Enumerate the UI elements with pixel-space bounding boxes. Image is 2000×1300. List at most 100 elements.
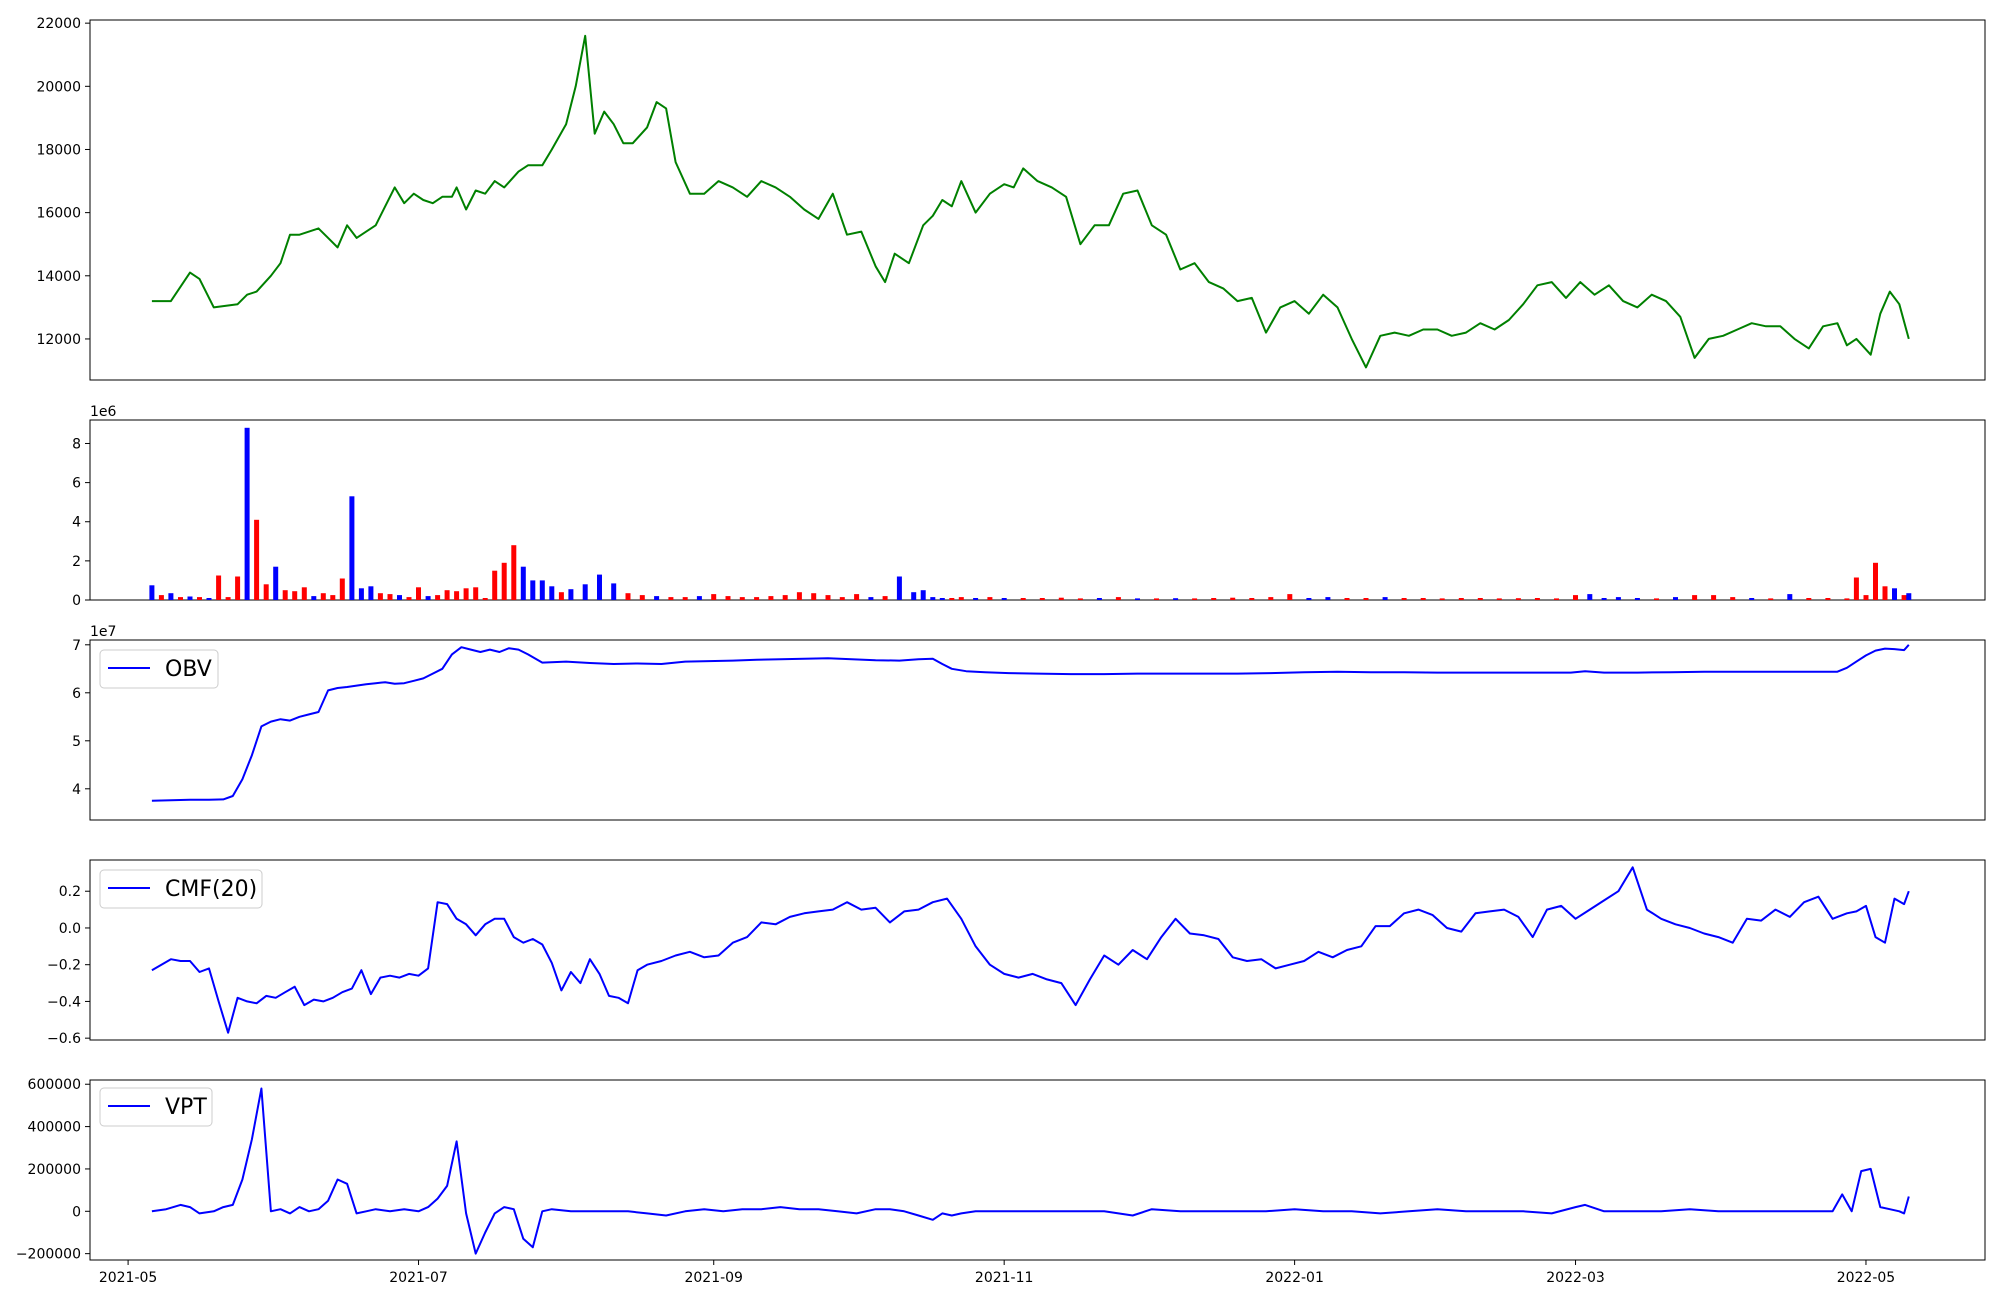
vpt-axes-frame — [89, 1079, 1986, 1261]
volume-bar — [416, 587, 421, 600]
volume-bar — [254, 519, 260, 600]
volume-bar — [482, 598, 488, 600]
cmf-panel: −0.6 −0.4 −0.2 0.0 0.2 CMF(20) — [47, 859, 1986, 1047]
volume-bar — [1077, 598, 1083, 600]
volume-y-tick-label: 2 — [72, 554, 81, 570]
volume-bar — [263, 584, 269, 600]
volume-bar — [1477, 598, 1483, 600]
volume-bar — [725, 596, 731, 600]
volume-bar — [949, 598, 955, 600]
x-tick-label: 2022-03 — [1546, 1270, 1605, 1286]
volume-bar — [273, 566, 279, 600]
cmf-y-tick-label: 0.2 — [59, 884, 81, 900]
volume-bar — [463, 588, 469, 600]
volume-bar — [1587, 594, 1593, 600]
volume-bar — [696, 596, 702, 600]
volume-bar — [682, 597, 688, 600]
price-y-tick-label: 12000 — [36, 332, 81, 348]
volume-bar — [244, 427, 250, 600]
volume-bar — [1654, 598, 1659, 600]
volume-bar — [1115, 597, 1121, 600]
cmf-axes-frame — [89, 859, 1986, 1041]
volume-bar — [654, 596, 660, 600]
volume-bar — [235, 576, 241, 600]
vpt-legend-box — [99, 1087, 213, 1127]
obv-legend: OBV — [99, 649, 219, 689]
volume-bar — [292, 591, 298, 600]
cmf-legend-label: CMF(20) — [165, 877, 257, 902]
volume-bar — [1135, 598, 1140, 600]
volume-bar — [1882, 586, 1888, 600]
volume-bar — [1420, 598, 1426, 600]
volume-bar — [639, 595, 645, 600]
volume-bar — [377, 593, 383, 600]
volume-bar — [1401, 598, 1407, 600]
volume-bar — [611, 583, 617, 600]
volume-bar — [511, 545, 517, 600]
obv-legend-box — [99, 649, 219, 689]
volume-bar — [1768, 598, 1774, 600]
volume-bar — [1306, 598, 1312, 600]
vpt-y-axis: −200000 0 200000 400000 600000 — [16, 1077, 90, 1263]
volume-bar — [149, 585, 155, 600]
volume-bar — [1230, 597, 1236, 600]
volume-bar — [1039, 598, 1045, 600]
volume-bar — [425, 596, 431, 600]
price-y-tick-label: 18000 — [36, 142, 81, 158]
volume-bar — [1853, 577, 1859, 600]
x-tick-label: 2021-11 — [975, 1270, 1034, 1286]
volume-bar — [549, 586, 555, 600]
volume-bar — [368, 586, 374, 600]
volume-bar — [1892, 588, 1897, 600]
price-series-line — [151, 34, 1910, 369]
volume-bar — [1287, 594, 1293, 600]
volume-bar — [930, 597, 936, 600]
volume-bar — [197, 597, 202, 600]
volume-bar — [1863, 595, 1869, 600]
volume-bar — [1001, 598, 1007, 600]
volume-bar — [1458, 598, 1464, 600]
volume-bar — [782, 595, 788, 600]
volume-bar — [1325, 597, 1331, 600]
vpt-y-tick-label: −200000 — [16, 1247, 81, 1263]
volume-bar — [1249, 598, 1255, 600]
cmf-y-tick-label: −0.4 — [47, 994, 81, 1010]
volume-bar — [501, 562, 507, 600]
volume-bar — [1058, 597, 1064, 600]
volume-bar — [987, 597, 993, 600]
volume-bar — [868, 597, 874, 600]
volume-bar — [1534, 598, 1540, 600]
vpt-legend-label: VPT — [165, 1095, 207, 1120]
volume-y-tick-label: 6 — [72, 476, 81, 492]
volume-bar — [1382, 597, 1388, 600]
volume-bar — [754, 597, 760, 600]
volume-bar — [1154, 598, 1159, 600]
volume-bar — [582, 584, 588, 600]
volume-bar — [1173, 598, 1179, 600]
volume-bar — [739, 597, 745, 600]
volume-bar — [1901, 595, 1907, 600]
cmf-y-tick-label: −0.6 — [47, 1031, 81, 1047]
volume-plot-area — [149, 427, 1912, 600]
volume-bar — [1673, 597, 1678, 600]
obv-legend-label: OBV — [165, 657, 212, 682]
obv-y-tick-label: 4 — [72, 782, 81, 798]
volume-bar — [1344, 598, 1350, 600]
volume-bar — [811, 593, 817, 600]
volume-bar — [444, 590, 450, 600]
vpt-y-tick-label: 200000 — [28, 1162, 81, 1178]
volume-bar — [435, 595, 441, 600]
volume-bar — [568, 589, 574, 600]
volume-bar — [597, 574, 602, 600]
volume-axes-frame — [89, 419, 1986, 601]
price-y-tick-label: 22000 — [36, 16, 81, 32]
volume-bar — [520, 566, 526, 600]
cmf-series-line — [151, 866, 1910, 1034]
vpt-y-tick-label: 0 — [72, 1204, 81, 1220]
obv-y-tick-label: 7 — [72, 638, 81, 654]
volume-bar — [854, 594, 860, 600]
volume-bar — [1363, 598, 1369, 600]
vpt-y-tick-label: 600000 — [28, 1077, 81, 1093]
x-tick-label: 2021-07 — [389, 1270, 448, 1286]
price-y-tick-label: 14000 — [36, 269, 81, 285]
